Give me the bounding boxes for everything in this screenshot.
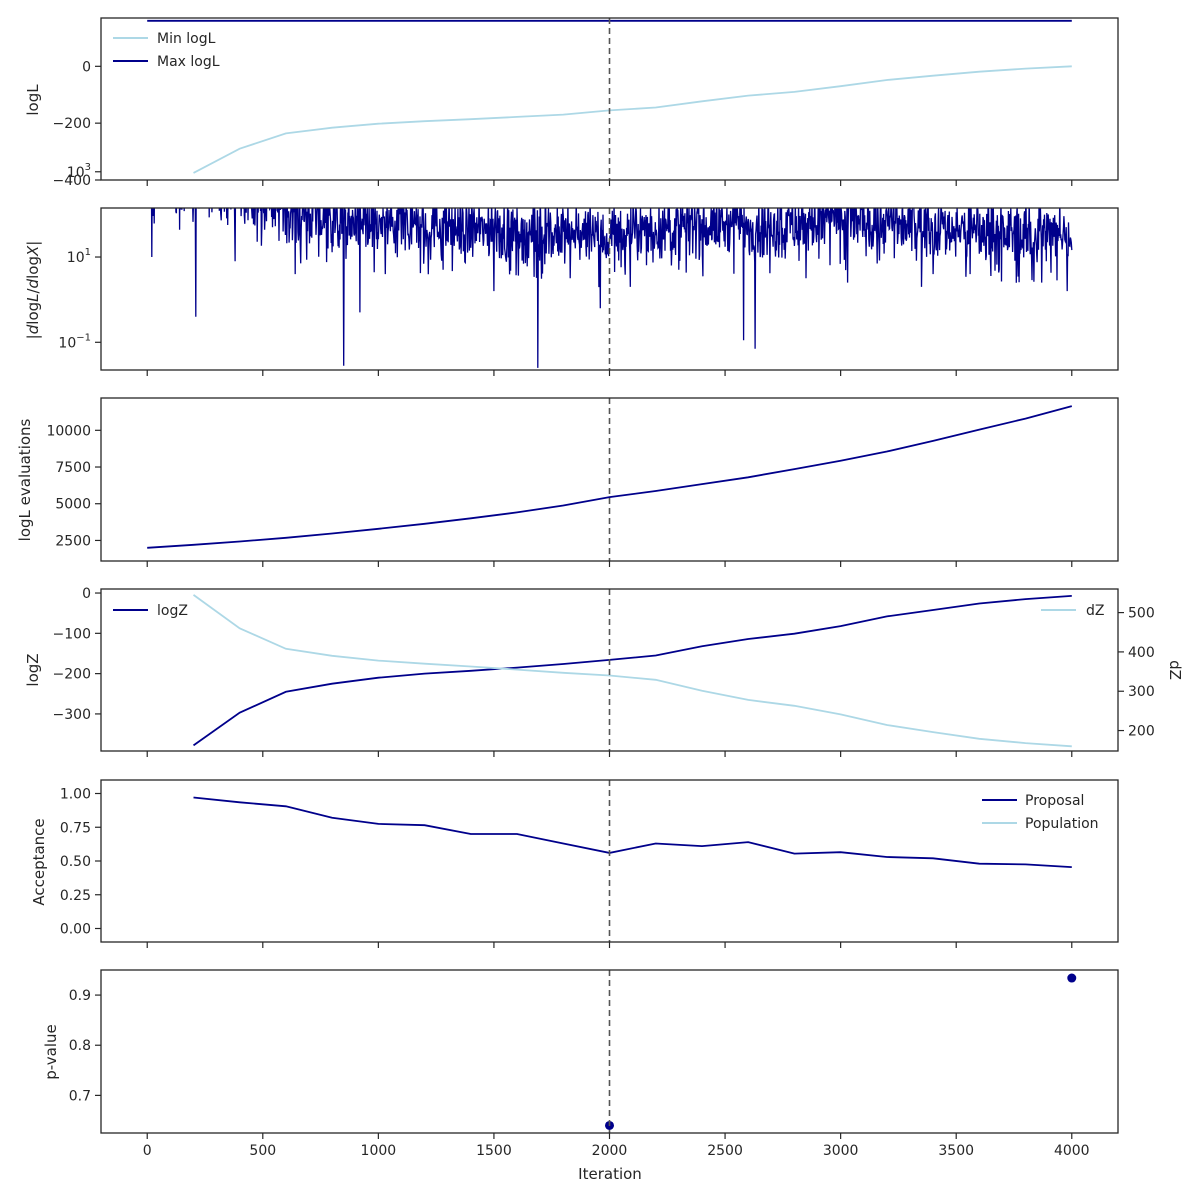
- pvalue-plot-area: [605, 970, 1077, 1133]
- pvalue-ytick-label-2: 0.7: [69, 1088, 91, 1104]
- logz-series-logz: [192, 595, 1072, 747]
- acceptance-ytick-label-4: 0.00: [60, 922, 91, 938]
- logz-ytick-label-2: −200: [53, 667, 91, 683]
- acceptance-series-proposal: [193, 796, 1072, 868]
- acceptance-ytick-label-0: 1.00: [60, 787, 91, 803]
- xtick-label-1000: 1000: [361, 1143, 397, 1159]
- pvalue-ytick-label-0: 0.9: [69, 988, 91, 1004]
- acceptance-ytick-label-1: 0.75: [60, 820, 91, 836]
- evals-ytick-label-1: 5000: [55, 497, 91, 513]
- logz-ytick-label-0: 0: [82, 586, 91, 602]
- xlabel-iteration: Iteration: [578, 1165, 642, 1183]
- logl-frame: [100, 17, 1119, 181]
- logz-plot-area: [192, 589, 1072, 751]
- xtick-label-4000: 4000: [1054, 1143, 1090, 1159]
- logz-ytick-label-3: −300: [53, 707, 91, 723]
- panel-pvalue: 0 500 1000 1500 2000 2500 3000 3500 4000 0.9 0.8 0.…: [42, 969, 1119, 1183]
- logz-y2tick-label-3: 500: [1128, 606, 1155, 622]
- evals-ytick-label-3: 10000: [46, 423, 91, 439]
- pvalue-marks: 0 500 1000 1500 2000 2500 3000 3500 4000 0.9 0.8 0.…: [69, 970, 1090, 1159]
- logl-legend: Min logL Max logL: [113, 31, 220, 70]
- acceptance-frame: [100, 779, 1119, 943]
- legend-label-logz: logZ: [157, 603, 188, 619]
- xtick-label-2000: 2000: [592, 1143, 628, 1159]
- acceptance-plot-area: [193, 780, 1072, 942]
- logl-series-min-logl: [193, 65, 1072, 174]
- dlogl-ylabel: |dlogL/dlogX|: [24, 241, 42, 340]
- evals-series-0: [147, 405, 1073, 549]
- xtick-label-500: 500: [249, 1143, 276, 1159]
- xtick-label-3500: 3500: [938, 1143, 974, 1159]
- logz-y2tick-label-2: 400: [1128, 645, 1155, 661]
- panel-acceptance: 1.00 0.75 0.50 0.25 0.00 Acceptance Proposal…: [30, 779, 1119, 948]
- evals-frame: [100, 397, 1119, 562]
- logl-ytick-label-0: 0: [82, 59, 91, 75]
- logz-series-dz: [192, 594, 1072, 748]
- dlogl-plot-area: [150, 208, 1073, 370]
- panel-evals: 2500 5000 7500 10000 logL evaluations: [16, 397, 1119, 567]
- acceptance-legend: Proposal Population: [982, 793, 1099, 832]
- logz-y2tick-label-0: 200: [1128, 724, 1155, 740]
- logz-frame: [100, 588, 1119, 752]
- acceptance-ylabel: Acceptance: [30, 818, 48, 905]
- acceptance-ytick-label-3: 0.25: [60, 888, 91, 904]
- legend-label-proposal: Proposal: [1025, 793, 1084, 809]
- legend-label-population: Population: [1025, 816, 1099, 832]
- legend-label-min-logl: Min logL: [157, 31, 216, 47]
- panel-logl: 0 −200 −400 logL Min logL Max logL: [24, 17, 1119, 189]
- evals-plot-area: [147, 398, 1073, 561]
- pvalue-ytick-label-1: 0.8: [69, 1038, 91, 1054]
- xtick-label-1500: 1500: [476, 1143, 512, 1159]
- dlogl-frame: [100, 207, 1119, 371]
- logl-ytick-label-1: −200: [53, 116, 91, 132]
- evals-ytick-label-2: 7500: [55, 460, 91, 476]
- pvalue-point-1: [1067, 973, 1077, 983]
- logl-plot-area: [147, 18, 1072, 180]
- acceptance-ytick-label-2: 0.50: [60, 854, 91, 870]
- xtick-label-2500: 2500: [707, 1143, 743, 1159]
- logz-ylabel: logZ: [24, 653, 42, 686]
- logl-ylabel: logL: [24, 84, 42, 116]
- logl-ytick-label-2: −400: [53, 173, 91, 189]
- evals-ylabel: logL evaluations: [16, 418, 34, 541]
- logz-ytick-label-1: −100: [53, 626, 91, 642]
- logz-marks: 0 −100 −200 −300 200 300 400 500: [53, 586, 1155, 757]
- dz-legend: dZ: [1041, 603, 1104, 619]
- logz-legend: logZ: [113, 603, 188, 619]
- pvalue-ylabel: p-value: [42, 1024, 60, 1080]
- legend-label-dz: dZ: [1086, 603, 1104, 619]
- pvalue-frame: [100, 969, 1119, 1134]
- xtick-label-0: 0: [143, 1143, 152, 1159]
- evals-ytick-label-0: 2500: [55, 533, 91, 549]
- evals-marks: 2500 5000 7500 10000: [46, 398, 1073, 567]
- legend-label-max-logl: Max logL: [157, 54, 220, 70]
- xtick-label-3000: 3000: [823, 1143, 859, 1159]
- panel-logz: 0 −100 −200 −300 200 300 400 500 logZ dZ logZ d…: [24, 586, 1184, 757]
- logz-y2tick-label-1: 300: [1128, 684, 1155, 700]
- acceptance-marks: 1.00 0.75 0.50 0.25 0.00: [60, 780, 1073, 948]
- dz-ylabel: dZ: [1166, 660, 1184, 680]
- logl-marks: 0 −200 −400: [53, 18, 1073, 189]
